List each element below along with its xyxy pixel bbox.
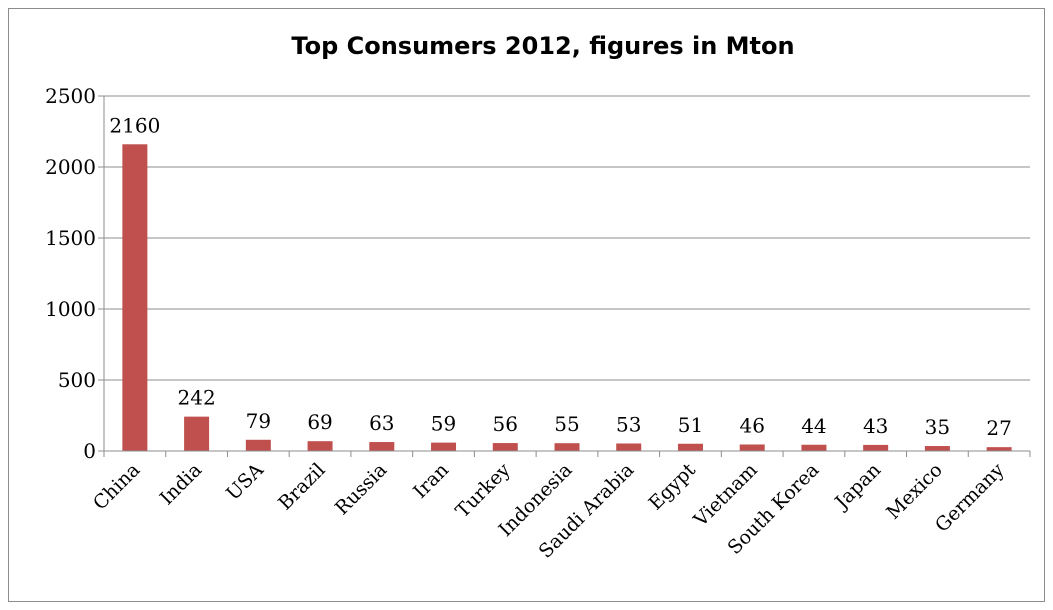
bars bbox=[122, 144, 1012, 451]
bar bbox=[863, 444, 889, 451]
data-label: 51 bbox=[678, 413, 703, 437]
bar bbox=[616, 443, 642, 451]
bar bbox=[739, 444, 765, 451]
y-tick-label: 2500 bbox=[45, 84, 96, 108]
data-label: 46 bbox=[739, 413, 764, 437]
bar bbox=[677, 443, 703, 451]
bar bbox=[801, 444, 827, 451]
data-label: 53 bbox=[616, 412, 641, 436]
y-tick-label: 500 bbox=[58, 368, 96, 392]
data-label: 79 bbox=[246, 409, 271, 433]
y-tick-label: 0 bbox=[83, 439, 96, 463]
data-label: 59 bbox=[431, 412, 456, 436]
chart-title: Top Consumers 2012, figures in Mton bbox=[291, 32, 794, 60]
data-label: 44 bbox=[801, 414, 826, 438]
bar bbox=[554, 443, 580, 451]
data-label: 63 bbox=[369, 411, 394, 435]
bar bbox=[431, 442, 457, 451]
x-tick-label: Turkey bbox=[452, 459, 515, 522]
y-tick-label: 1500 bbox=[45, 226, 96, 250]
bar bbox=[245, 439, 271, 451]
data-label: 2160 bbox=[109, 113, 160, 137]
x-tick-label: Brazil bbox=[274, 459, 330, 515]
data-labels: 2160 242 79 69 63 59 56 55 53 51 46 44 43 35 27 bbox=[109, 113, 1011, 440]
bar bbox=[184, 416, 210, 451]
chart-frame bbox=[8, 8, 1045, 602]
x-tick-label: India bbox=[156, 459, 206, 509]
y-tick-label: 1000 bbox=[45, 297, 96, 321]
y-tick-label: 2000 bbox=[45, 155, 96, 179]
bar bbox=[986, 447, 1012, 451]
bar bbox=[369, 442, 395, 451]
x-axis: China India USA Brazil Russia IranTurkeyIndon… bbox=[89, 450, 1031, 563]
x-tick-label: Iran bbox=[409, 459, 453, 503]
data-label: 35 bbox=[925, 415, 950, 439]
data-label: 56 bbox=[493, 412, 518, 436]
bar bbox=[492, 443, 518, 451]
x-tick-label: Japan bbox=[830, 459, 886, 515]
x-tick-label: China bbox=[89, 459, 144, 514]
bar bbox=[122, 144, 148, 451]
data-label: 69 bbox=[307, 410, 332, 434]
data-label: 43 bbox=[863, 414, 888, 438]
data-label: 55 bbox=[554, 412, 579, 436]
x-tick-label: Russia bbox=[331, 459, 391, 519]
x-tick-label: USA bbox=[222, 459, 268, 505]
bar bbox=[307, 441, 333, 451]
y-axis: 0 500 1000 1500 2000 2500 bbox=[45, 84, 105, 463]
data-label: 27 bbox=[986, 416, 1011, 440]
data-label: 242 bbox=[178, 386, 216, 410]
x-tick-label: Egypt bbox=[644, 459, 700, 515]
bar bbox=[924, 446, 950, 451]
gridlines bbox=[104, 95, 1030, 452]
